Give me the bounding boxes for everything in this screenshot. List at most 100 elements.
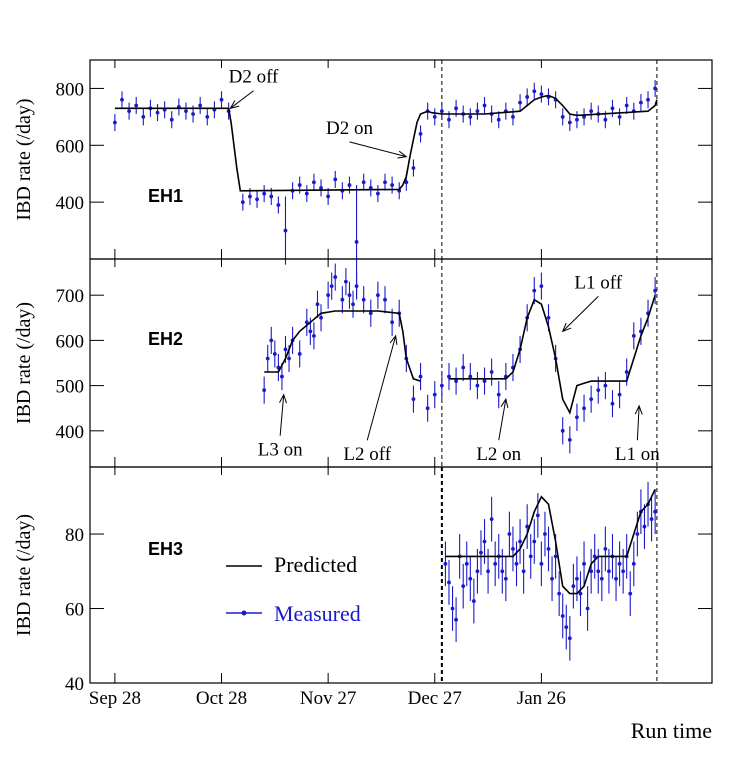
measured-point [496, 117, 501, 122]
x-tick-label: Jan 26 [517, 688, 566, 709]
measured-point [514, 561, 519, 566]
measured-point [468, 374, 473, 379]
annotation-arrow [636, 405, 640, 441]
measured-point [621, 569, 626, 574]
measured-point [560, 428, 565, 433]
measured-point [219, 97, 224, 102]
measured-point [489, 517, 494, 522]
y-axis-label: IBD rate (/day) [13, 98, 35, 220]
y-tick-label: 400 [56, 422, 85, 443]
measured-point [539, 284, 544, 289]
measured-point [333, 275, 338, 279]
measured-point [326, 293, 331, 298]
measured-point [575, 415, 579, 420]
measured-point [169, 117, 174, 122]
measured-point [475, 109, 480, 114]
measured-point [649, 517, 654, 522]
measured-point [141, 114, 146, 119]
measured-point [532, 539, 537, 544]
measured-point [589, 397, 594, 402]
measured-point [521, 569, 526, 574]
annotation-label: L1 off [574, 272, 622, 293]
measured-point [269, 194, 274, 199]
measured-point [447, 580, 451, 585]
annotation-arrow [279, 394, 285, 436]
measured-point [653, 86, 658, 91]
measured-point [454, 106, 458, 111]
measured-point [642, 524, 647, 529]
measured-point [404, 180, 409, 185]
annotation-arrowhead [500, 397, 509, 409]
measured-point [518, 539, 522, 544]
measured-point [525, 95, 530, 99]
measured-point [276, 203, 281, 207]
measured-point [596, 569, 601, 574]
measured-point [486, 569, 490, 574]
measured-point [471, 599, 476, 603]
measured-point [425, 406, 430, 411]
measured-point [589, 109, 594, 114]
measured-point [628, 591, 633, 596]
panel-frame [89, 466, 713, 684]
y-tick-label: 700 [56, 286, 85, 307]
measured-point [617, 114, 622, 119]
legend: Predicted Measured [226, 552, 361, 626]
measured-point [511, 114, 515, 119]
measured-point [120, 97, 124, 102]
measured-point [496, 392, 501, 397]
hall-label: EH2 [148, 329, 183, 349]
measured-point [603, 547, 608, 551]
measured-point [304, 191, 309, 196]
measured-point [340, 297, 345, 302]
y-tick-label: 60 [65, 600, 84, 621]
annotation-label: L1 on [615, 444, 660, 465]
measured-point [354, 284, 359, 289]
measured-point [599, 576, 604, 581]
y-tick-label: 600 [56, 331, 85, 352]
measured-point [603, 117, 608, 122]
measured-point [333, 177, 338, 182]
measured-point [653, 288, 658, 293]
x-tick-label: Dec 27 [408, 688, 462, 709]
measured-point [272, 352, 277, 356]
measured-point [546, 315, 551, 320]
measured-point [535, 513, 540, 518]
measured-point [468, 576, 473, 581]
annotation-arrow [349, 141, 407, 158]
measured-point [543, 532, 547, 536]
measured-point [447, 374, 451, 379]
measured-point [368, 311, 373, 316]
measured-point [468, 114, 473, 119]
measured-point [297, 183, 302, 187]
measured-point [567, 636, 572, 641]
annotation-arrow [230, 90, 254, 109]
measured-point [134, 103, 139, 108]
measured-point [525, 524, 530, 529]
measured-point [354, 240, 359, 244]
measured-point [582, 406, 586, 411]
measured-point [507, 532, 512, 536]
measured-point [454, 379, 458, 383]
measured-point [191, 112, 195, 116]
measured-point [475, 569, 480, 574]
measured-point [411, 166, 416, 170]
measured-point [553, 554, 558, 559]
measured-point [589, 569, 594, 574]
measured-point [269, 338, 274, 343]
predicted-line [445, 488, 656, 595]
measured-point [475, 383, 480, 388]
annotation-label: L3 on [258, 440, 303, 461]
measured-point [582, 114, 586, 119]
measured-point [319, 186, 323, 190]
measured-point [614, 576, 618, 581]
measured-point [610, 106, 615, 111]
measured-point [653, 509, 658, 514]
measured-point [304, 320, 309, 325]
annotation-label: L2 off [343, 444, 391, 465]
measured-point [482, 379, 487, 383]
measured-point [361, 180, 366, 185]
measured-point [631, 333, 636, 338]
measured-point [308, 329, 313, 334]
measured-point [635, 532, 640, 536]
